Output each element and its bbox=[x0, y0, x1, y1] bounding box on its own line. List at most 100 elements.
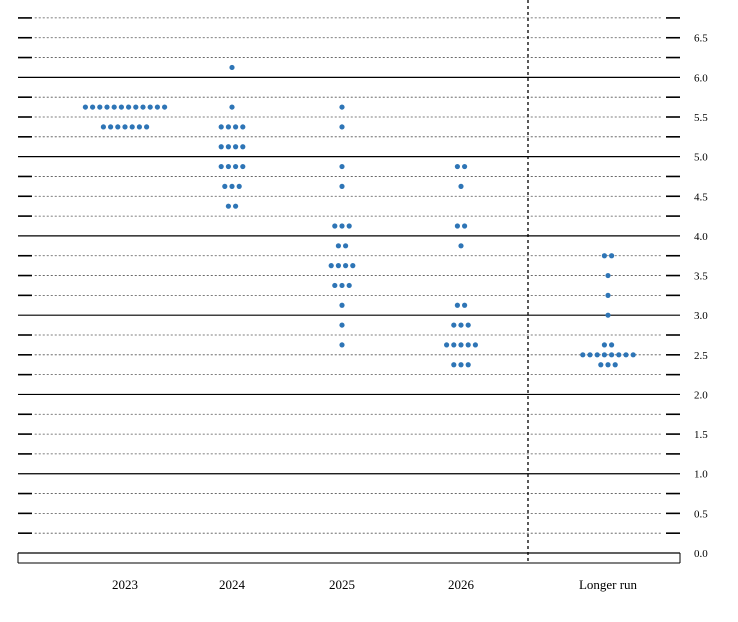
projection-dot bbox=[444, 342, 449, 347]
projection-dot bbox=[598, 362, 603, 367]
projection-dot bbox=[631, 352, 636, 357]
projection-dot bbox=[240, 124, 245, 129]
projection-dot bbox=[458, 243, 463, 248]
projection-dot bbox=[115, 124, 120, 129]
projection-dot bbox=[339, 283, 344, 288]
y-tick-label: 2.5 bbox=[694, 350, 708, 362]
projection-dot bbox=[162, 104, 167, 109]
y-tick-label: 4.0 bbox=[694, 231, 708, 243]
projection-dot bbox=[108, 124, 113, 129]
y-tick-label: 0.5 bbox=[694, 508, 708, 520]
projection-dot bbox=[332, 223, 337, 228]
projection-dot bbox=[343, 243, 348, 248]
projection-dot bbox=[466, 322, 471, 327]
projection-dot bbox=[133, 104, 138, 109]
projection-dot bbox=[155, 104, 160, 109]
projection-dot bbox=[339, 342, 344, 347]
projection-dot bbox=[462, 164, 467, 169]
projection-dot bbox=[458, 342, 463, 347]
x-category-label: Longer run bbox=[579, 577, 638, 592]
projection-dot bbox=[458, 322, 463, 327]
projection-dot bbox=[347, 283, 352, 288]
projection-dot bbox=[451, 362, 456, 367]
projection-dot bbox=[455, 164, 460, 169]
projection-dot bbox=[458, 184, 463, 189]
projection-dot bbox=[602, 342, 607, 347]
projection-dot bbox=[90, 104, 95, 109]
projection-dot bbox=[336, 263, 341, 268]
y-tick-label: 1.5 bbox=[694, 429, 708, 441]
y-tick-label: 5.0 bbox=[694, 152, 708, 164]
projection-dot bbox=[580, 352, 585, 357]
projection-dot bbox=[148, 104, 153, 109]
projection-dot bbox=[233, 144, 238, 149]
projection-dot bbox=[609, 342, 614, 347]
projection-dot bbox=[240, 144, 245, 149]
projection-dot bbox=[329, 263, 334, 268]
x-category-label: 2023 bbox=[112, 577, 138, 592]
projection-dot bbox=[609, 253, 614, 258]
projection-dot bbox=[240, 164, 245, 169]
x-category-label: 2024 bbox=[219, 577, 246, 592]
projection-dot bbox=[137, 124, 142, 129]
projection-dot bbox=[229, 104, 234, 109]
projection-dot bbox=[219, 124, 224, 129]
x-category-label: 2025 bbox=[329, 577, 355, 592]
projection-dot bbox=[602, 352, 607, 357]
projection-dot bbox=[466, 362, 471, 367]
projection-dot bbox=[101, 124, 106, 129]
projection-dot bbox=[332, 283, 337, 288]
projection-dot bbox=[455, 303, 460, 308]
projection-dot bbox=[595, 352, 600, 357]
projection-dot bbox=[339, 303, 344, 308]
projection-dot bbox=[336, 243, 341, 248]
projection-dot bbox=[350, 263, 355, 268]
projection-dot bbox=[339, 322, 344, 327]
projection-dot bbox=[455, 223, 460, 228]
y-tick-label: 1.0 bbox=[694, 469, 708, 481]
projection-dot bbox=[339, 223, 344, 228]
projection-dot bbox=[219, 144, 224, 149]
projection-dot bbox=[140, 104, 145, 109]
gridlines: 0.00.51.01.52.02.53.03.54.04.55.05.56.06… bbox=[18, 18, 708, 560]
projection-dot bbox=[347, 223, 352, 228]
projection-dot bbox=[229, 65, 234, 70]
projection-dot bbox=[83, 104, 88, 109]
projection-dot bbox=[112, 104, 117, 109]
projection-dot bbox=[458, 362, 463, 367]
y-tick-label: 2.0 bbox=[694, 389, 708, 401]
projection-dot bbox=[97, 104, 102, 109]
projection-dot bbox=[226, 124, 231, 129]
y-tick-label: 6.0 bbox=[694, 72, 708, 84]
projection-dot bbox=[462, 223, 467, 228]
projection-dot bbox=[119, 104, 124, 109]
projection-dot bbox=[466, 342, 471, 347]
projection-dot bbox=[226, 164, 231, 169]
projection-dot bbox=[339, 124, 344, 129]
y-tick-label: 0.0 bbox=[694, 548, 708, 560]
y-tick-label: 4.5 bbox=[694, 191, 708, 203]
projection-dot bbox=[126, 104, 131, 109]
projection-dot bbox=[233, 164, 238, 169]
projection-dot bbox=[451, 342, 456, 347]
projection-dot bbox=[233, 124, 238, 129]
y-tick-label: 3.0 bbox=[694, 310, 708, 322]
projection-dot bbox=[462, 303, 467, 308]
y-tick-label: 6.5 bbox=[694, 33, 708, 45]
projection-dot bbox=[339, 104, 344, 109]
projection-dot bbox=[605, 362, 610, 367]
fomc-dot-plot: 0.00.51.01.52.02.53.03.54.04.55.05.56.06… bbox=[0, 0, 738, 622]
projection-dot bbox=[226, 144, 231, 149]
projection-dot bbox=[122, 124, 127, 129]
projection-dot bbox=[613, 362, 618, 367]
projection-dot bbox=[144, 124, 149, 129]
projection-dot bbox=[104, 104, 109, 109]
projection-dot bbox=[339, 164, 344, 169]
y-tick-label: 3.5 bbox=[694, 271, 708, 283]
projection-dot bbox=[602, 253, 607, 258]
projection-dot bbox=[219, 164, 224, 169]
projection-dot bbox=[229, 184, 234, 189]
projection-dot bbox=[343, 263, 348, 268]
projection-dot bbox=[623, 352, 628, 357]
projection-dot bbox=[605, 313, 610, 318]
